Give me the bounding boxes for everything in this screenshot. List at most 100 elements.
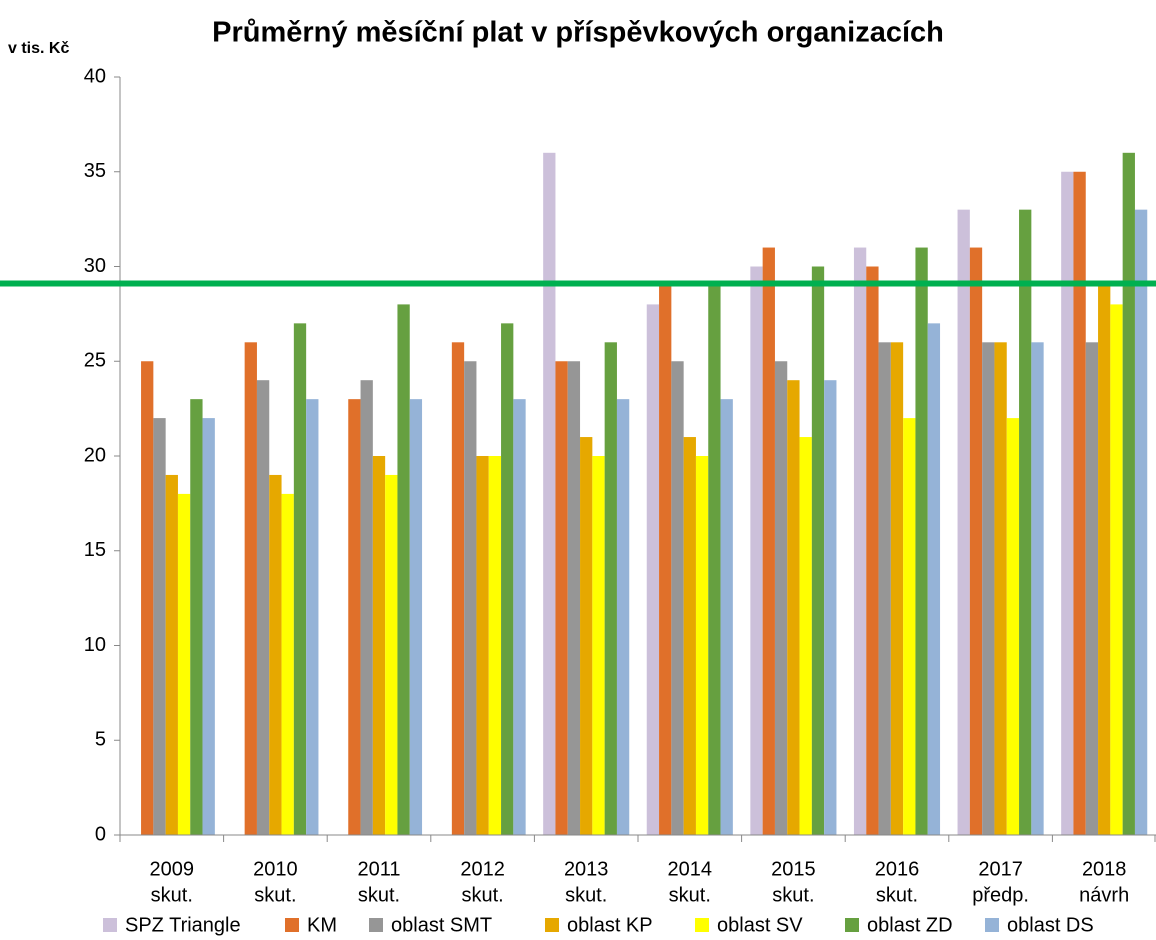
x-tick-label: skut. bbox=[254, 884, 296, 906]
bar bbox=[671, 361, 684, 835]
legend-swatch bbox=[845, 918, 859, 932]
bar bbox=[927, 323, 941, 835]
bar bbox=[580, 437, 593, 835]
x-tick-label: návrh bbox=[1079, 884, 1129, 906]
x-tick-label: skut. bbox=[461, 884, 503, 906]
x-tick-label: skut. bbox=[772, 884, 814, 906]
y-tick-label: 40 bbox=[84, 65, 106, 87]
legend-swatch bbox=[545, 918, 559, 932]
bar bbox=[409, 399, 423, 835]
bar bbox=[659, 285, 672, 835]
legend-swatch bbox=[695, 918, 709, 932]
legend-label: oblast KP bbox=[567, 914, 653, 936]
x-tick-label: 2015 bbox=[771, 858, 816, 880]
bar bbox=[348, 399, 361, 835]
chart-title: Průměrný měsíční plat v příspěvkových or… bbox=[212, 17, 944, 49]
y-tick-label: 5 bbox=[95, 729, 106, 751]
bar bbox=[244, 342, 257, 835]
bar bbox=[592, 456, 605, 835]
bar bbox=[513, 399, 526, 835]
legend-swatch bbox=[985, 918, 999, 932]
x-tick-label: skut. bbox=[151, 884, 193, 906]
bar bbox=[787, 380, 800, 835]
x-tick-label: 2010 bbox=[253, 858, 298, 880]
bar bbox=[616, 399, 630, 835]
legend-label: SPZ Triangle bbox=[125, 914, 241, 936]
x-tick-label: 2014 bbox=[668, 858, 713, 880]
legend-label: KM bbox=[307, 914, 337, 936]
bar bbox=[774, 361, 788, 835]
bar bbox=[165, 474, 178, 835]
bar bbox=[903, 418, 916, 835]
x-tick-label: 2017 bbox=[978, 858, 1023, 880]
x-tick-label: skut. bbox=[358, 884, 400, 906]
bar bbox=[397, 304, 410, 835]
bar bbox=[969, 247, 983, 836]
bar bbox=[708, 285, 721, 835]
bar bbox=[256, 380, 270, 835]
x-tick-label: skut. bbox=[669, 884, 711, 906]
x-tick-label: skut. bbox=[876, 884, 918, 906]
bar bbox=[501, 323, 514, 835]
bar bbox=[762, 247, 775, 836]
bar bbox=[1031, 342, 1044, 835]
bar bbox=[372, 456, 386, 835]
bar bbox=[488, 456, 502, 835]
x-tick-label: 2018 bbox=[1082, 858, 1127, 880]
bar bbox=[604, 342, 617, 835]
legend-label: oblast ZD bbox=[867, 914, 953, 936]
bar bbox=[1085, 342, 1099, 835]
bar bbox=[811, 266, 825, 835]
legend-label: oblast SV bbox=[717, 914, 803, 936]
legend-label: oblast DS bbox=[1007, 914, 1094, 936]
y-tick-label: 15 bbox=[84, 539, 106, 561]
x-tick-label: 2016 bbox=[875, 858, 920, 880]
bar bbox=[555, 361, 568, 835]
legend-swatch bbox=[369, 918, 383, 932]
bar bbox=[1134, 209, 1148, 835]
bar bbox=[1061, 171, 1074, 835]
bar bbox=[683, 437, 696, 835]
bar bbox=[476, 456, 489, 835]
bar bbox=[293, 323, 307, 835]
bar bbox=[1019, 209, 1032, 835]
y-tick-label: 10 bbox=[84, 634, 106, 656]
bar bbox=[878, 342, 891, 835]
bar bbox=[177, 493, 191, 835]
bar bbox=[799, 437, 812, 835]
bar bbox=[153, 418, 166, 835]
bar bbox=[646, 304, 660, 835]
x-tick-label: předp. bbox=[972, 884, 1029, 906]
legend-swatch bbox=[103, 918, 117, 932]
bar bbox=[464, 361, 477, 835]
y-tick-label: 35 bbox=[84, 160, 106, 182]
x-tick-label: 2011 bbox=[357, 858, 400, 880]
bar bbox=[202, 418, 215, 835]
bar bbox=[1006, 418, 1020, 835]
bar bbox=[994, 342, 1007, 835]
bar bbox=[567, 361, 581, 835]
y-tick-label: 20 bbox=[84, 444, 106, 466]
bar bbox=[750, 266, 763, 835]
bar bbox=[695, 456, 709, 835]
legend-swatch bbox=[285, 918, 299, 932]
bar bbox=[1098, 285, 1111, 835]
bar bbox=[915, 247, 928, 836]
bar bbox=[890, 342, 904, 835]
bar bbox=[1110, 304, 1123, 835]
bar bbox=[141, 361, 154, 835]
y-tick-label: 25 bbox=[84, 350, 106, 372]
x-tick-label: skut. bbox=[565, 884, 607, 906]
y-tick-label: 30 bbox=[84, 255, 106, 277]
bar bbox=[957, 209, 970, 835]
x-tick-label: 2013 bbox=[564, 858, 609, 880]
bar bbox=[1073, 171, 1086, 835]
bar bbox=[190, 399, 203, 835]
x-tick-label: 2012 bbox=[460, 858, 505, 880]
bar bbox=[281, 493, 294, 835]
y-tick-label: 0 bbox=[95, 823, 106, 845]
bar bbox=[360, 380, 373, 835]
bar bbox=[385, 474, 398, 835]
bar bbox=[853, 247, 867, 836]
